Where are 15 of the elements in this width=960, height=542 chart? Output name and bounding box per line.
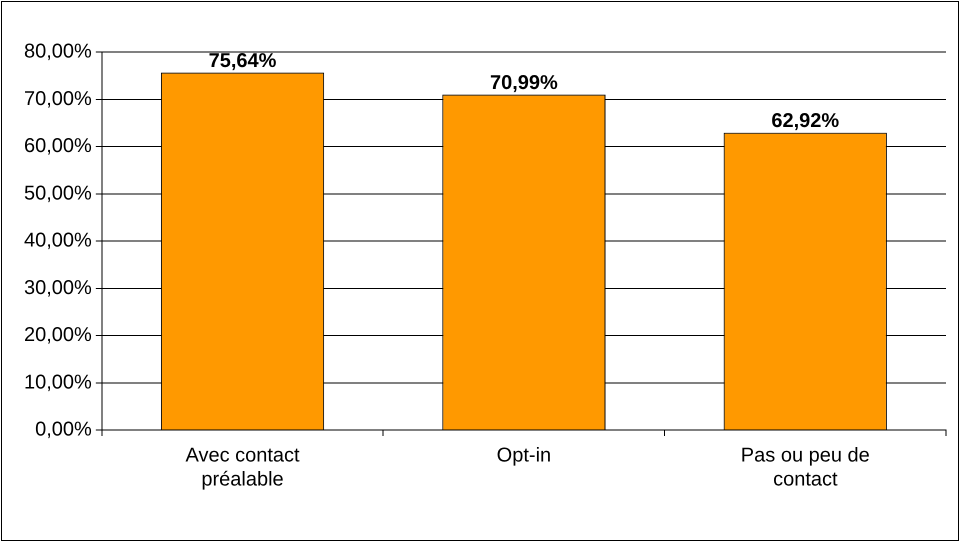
y-tick-label: 30,00% bbox=[24, 276, 92, 299]
y-tick-label: 10,00% bbox=[24, 371, 92, 394]
y-tick-label: 0,00% bbox=[35, 418, 92, 441]
y-tick-label: 80,00% bbox=[24, 40, 92, 63]
y-tick-label: 40,00% bbox=[24, 230, 92, 252]
data-label: 62,92% bbox=[771, 110, 840, 132]
x-tick-label: Pas ou peu de contact bbox=[740, 444, 870, 491]
x-tick-label: Opt-in bbox=[496, 444, 552, 467]
y-tick-label: 20,00% bbox=[24, 324, 92, 346]
data-label: 75,64% bbox=[208, 50, 277, 72]
y-tick-label: 50,00% bbox=[24, 182, 92, 204]
y-tick-label: 60,00% bbox=[24, 135, 92, 158]
x-tick-label: Avec contact préalable bbox=[185, 444, 300, 491]
data-label: 70,99% bbox=[490, 72, 558, 94]
y-tick-label: 70,00% bbox=[24, 88, 92, 110]
